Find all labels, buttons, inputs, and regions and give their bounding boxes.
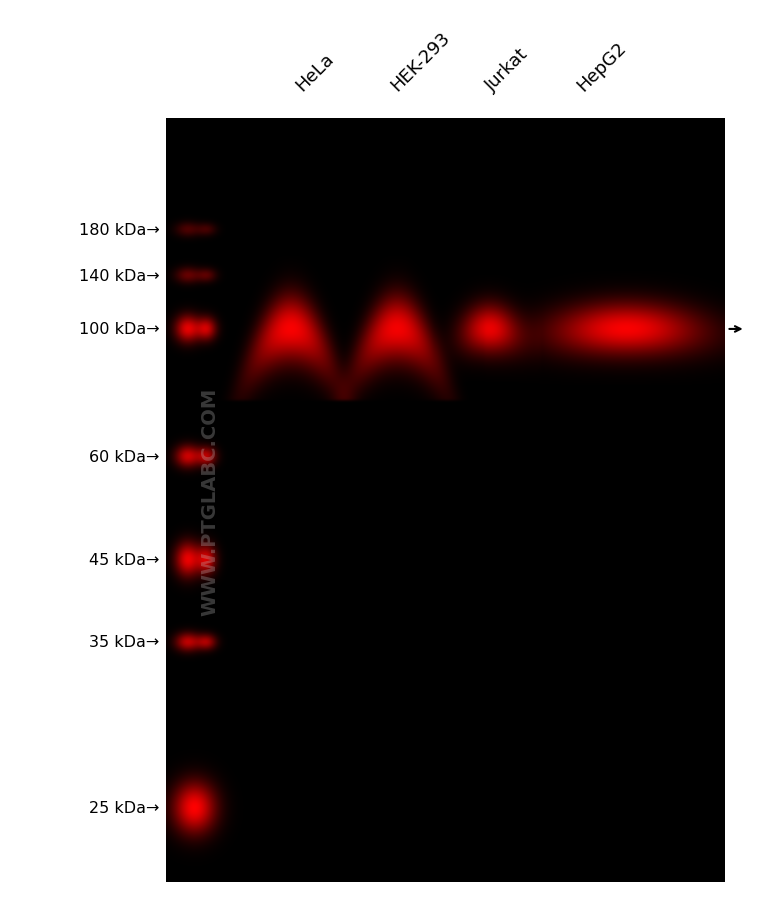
- Text: HepG2: HepG2: [574, 39, 630, 95]
- Text: 60 kDa→: 60 kDa→: [89, 449, 160, 465]
- Text: HEK-293: HEK-293: [388, 29, 454, 95]
- Text: HeLa: HeLa: [293, 50, 337, 95]
- Text: WWW.PTGLABC.COM: WWW.PTGLABC.COM: [201, 387, 220, 615]
- Text: 100 kDa→: 100 kDa→: [79, 322, 160, 337]
- Text: 140 kDa→: 140 kDa→: [79, 269, 160, 284]
- Text: Jurkat: Jurkat: [483, 45, 532, 95]
- Text: 45 kDa→: 45 kDa→: [89, 552, 160, 567]
- Text: 180 kDa→: 180 kDa→: [79, 223, 160, 238]
- Text: 25 kDa→: 25 kDa→: [89, 800, 160, 815]
- Text: 35 kDa→: 35 kDa→: [90, 635, 160, 649]
- Bar: [166, 120, 724, 882]
